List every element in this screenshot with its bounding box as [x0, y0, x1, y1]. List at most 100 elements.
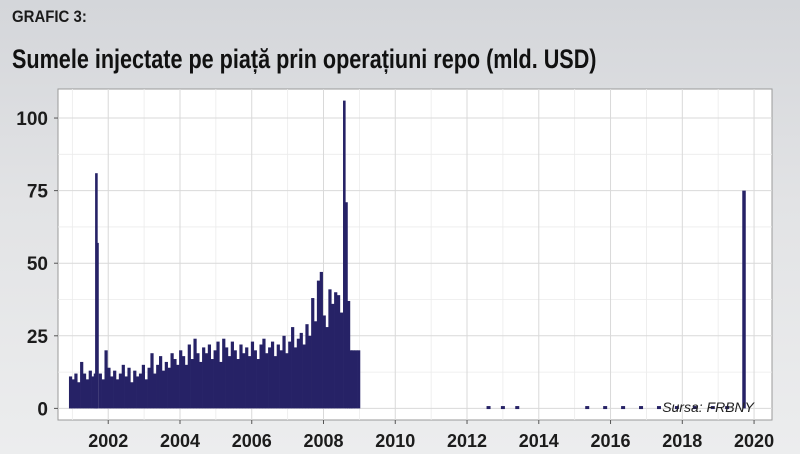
x-tick-label: 2016: [591, 431, 631, 451]
bar: [85, 379, 90, 409]
bar: [742, 190, 746, 409]
bar: [328, 289, 332, 409]
bar: [156, 364, 160, 409]
bar: [302, 344, 306, 409]
bar: [184, 364, 189, 409]
source-note: Sursa: FRBNY: [662, 399, 755, 415]
bar: [236, 359, 240, 409]
bar: [230, 341, 234, 409]
bar: [144, 379, 148, 409]
x-tick-label: 2014: [519, 431, 559, 451]
bar: [357, 350, 361, 409]
bar: [118, 373, 123, 409]
bar: [319, 271, 323, 409]
bar: [181, 356, 186, 409]
bar: [270, 341, 275, 409]
bar: [710, 406, 715, 410]
bar: [161, 370, 166, 409]
bar: [331, 303, 335, 409]
x-tick-label: 2010: [375, 431, 415, 451]
bar: [282, 335, 286, 409]
bar: [141, 364, 145, 409]
bar: [225, 347, 229, 409]
bar: [291, 327, 295, 409]
bar: [268, 347, 272, 409]
bar: [253, 350, 257, 409]
bar: [349, 350, 353, 409]
bar: [245, 347, 249, 409]
bar: [153, 373, 157, 409]
bar: [296, 338, 300, 409]
bar: [82, 373, 87, 409]
y-tick-label: 50: [27, 254, 48, 275]
bar: [173, 359, 177, 409]
bar: [222, 338, 226, 409]
bar: [265, 353, 269, 409]
bar: [621, 406, 626, 410]
bar: [345, 202, 348, 409]
x-tick-label: 2006: [232, 431, 272, 451]
bar: [299, 332, 303, 409]
y-tick-label: 0: [37, 399, 48, 420]
bar: [314, 321, 318, 409]
bar: [273, 356, 278, 409]
bar: [515, 406, 520, 410]
bar: [239, 344, 243, 409]
bar: [96, 242, 99, 409]
bar: [170, 353, 174, 409]
bar: [107, 367, 111, 409]
bar: [311, 298, 315, 409]
bar: [334, 292, 338, 409]
bar: [336, 295, 341, 409]
bar: [279, 350, 283, 409]
bar: [247, 356, 252, 409]
bar: [179, 350, 183, 409]
bar: [71, 379, 75, 409]
bar: [250, 341, 255, 409]
y-tick-label: 25: [27, 327, 49, 348]
bar: [202, 347, 206, 409]
bar: [207, 344, 212, 409]
bar: [500, 406, 505, 410]
bar: [486, 406, 491, 410]
bar: [138, 373, 143, 409]
bar: [216, 341, 220, 409]
bar: [347, 300, 351, 409]
bar: [121, 364, 125, 409]
bar: [124, 376, 128, 409]
bar: [259, 344, 263, 409]
x-tick-label: 2012: [447, 431, 487, 451]
bar: [101, 379, 105, 409]
bar: [285, 353, 289, 409]
bar: [80, 361, 84, 409]
bar: [276, 344, 280, 409]
bar: [305, 324, 309, 409]
bar: [725, 406, 730, 410]
bar: [354, 350, 358, 409]
bar: [113, 370, 117, 409]
x-tick-label: 2008: [303, 431, 343, 451]
bar: [133, 370, 137, 409]
bar: [130, 382, 134, 409]
bar: [136, 376, 140, 409]
bar: [674, 406, 679, 410]
x-tick-label: 2004: [160, 431, 200, 451]
bar: [68, 376, 73, 409]
bar: [656, 406, 661, 410]
bar: [91, 376, 95, 409]
bar: [147, 367, 151, 409]
x-tick-label: 2002: [88, 431, 128, 451]
y-tick-label: 100: [16, 109, 48, 130]
bar: [110, 376, 114, 409]
bar: [639, 406, 644, 410]
bar: [262, 338, 266, 409]
bar: [164, 361, 168, 409]
bar: [227, 356, 232, 409]
bar: [204, 353, 209, 409]
chart-title: Sumele injectate pe piață prin operațiun…: [12, 44, 597, 74]
bar: [219, 361, 223, 409]
bar: [167, 367, 171, 409]
bar: [242, 353, 246, 409]
bar: [199, 361, 203, 409]
bar: [104, 350, 108, 409]
